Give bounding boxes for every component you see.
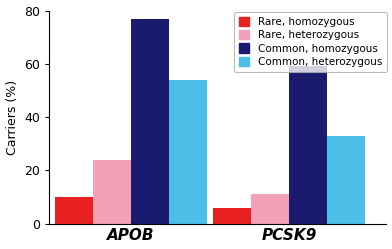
Y-axis label: Carriers (%): Carriers (%) — [5, 79, 18, 155]
Bar — [93, 160, 131, 224]
Legend: Rare, homozygous, Rare, heterozygous, Common, homozygous, Common, heterozygous: Rare, homozygous, Rare, heterozygous, Co… — [234, 11, 387, 72]
Bar — [169, 80, 207, 224]
Bar — [327, 136, 365, 224]
Bar — [289, 66, 327, 224]
Bar — [55, 197, 93, 224]
Bar — [251, 194, 289, 224]
Bar — [131, 18, 169, 224]
Bar — [213, 208, 251, 224]
